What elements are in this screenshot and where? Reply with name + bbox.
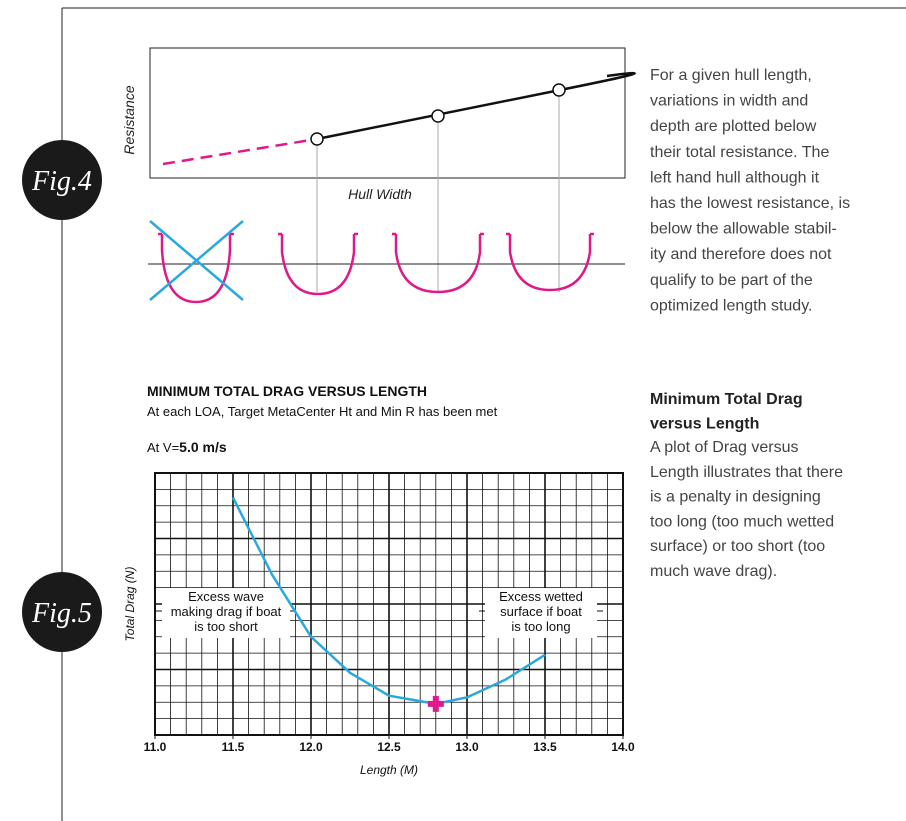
- text-line: variations in width and: [650, 93, 808, 110]
- x-tick-label: 12.0: [299, 740, 323, 754]
- y-axis-label: Total Drag (N): [123, 567, 137, 642]
- x-tick-label: 11.0: [144, 740, 167, 754]
- annotation-text: is too long: [511, 619, 570, 634]
- page: Fig.4 Fig.5 Resistance Hull Width For a …: [0, 0, 906, 821]
- text-line: optimized length study.: [650, 297, 812, 314]
- x-tick-label: 13.5: [533, 740, 557, 754]
- text-line: too long (too much wetted: [650, 513, 834, 530]
- text-line: has the lowest resistance, is: [650, 195, 850, 212]
- resistance-dashed: [163, 139, 317, 164]
- resistance-curve: [317, 73, 635, 139]
- text-line: Length illustrates that there: [650, 464, 843, 481]
- annotation-text: surface if boat: [500, 604, 582, 619]
- axis-label: Resistance: [121, 85, 137, 154]
- fig-label: Fig.5: [31, 598, 92, 629]
- text-line: below the allowable stabil-: [650, 221, 837, 238]
- x-tick-label: 14.0: [611, 740, 635, 754]
- text-line: their total resistance. The: [650, 144, 829, 161]
- x-axis-label: Length (M): [360, 763, 418, 777]
- text-line: depth are plotted below: [650, 118, 817, 135]
- chart-title: MINIMUM TOTAL DRAG VERSUS LENGTH: [147, 383, 427, 399]
- text-line: A plot of Drag versus: [650, 439, 799, 456]
- heading: Minimum Total Drag versus Length: [650, 391, 803, 433]
- text-line: surface) or too short (too: [650, 538, 825, 555]
- text-line: ity and therefore does not: [650, 246, 832, 263]
- text-line: qualify to be part of the: [650, 272, 813, 289]
- chart-subtitle: At each LOA, Target MetaCenter Ht and Mi…: [147, 404, 498, 419]
- diagram-box: [150, 48, 625, 178]
- x-tick-label: 12.5: [377, 740, 401, 754]
- speed-value: 5.0 m/s: [179, 439, 227, 455]
- paragraph: A plot of Drag versus Length illustrates …: [650, 439, 843, 580]
- text-line: For a given hull length,: [650, 67, 812, 84]
- paragraph: For a given hull length, variations in wi…: [650, 67, 850, 314]
- text-line: Minimum Total Drag: [650, 391, 803, 408]
- axis-label: Hull Width: [348, 186, 412, 202]
- speed-label: At V=5.0 m/s: [147, 439, 227, 455]
- annotation-text: Excess wave: [188, 589, 264, 604]
- fig-label: Fig.4: [31, 166, 92, 197]
- x-tick-label: 13.0: [455, 740, 479, 754]
- chart: 11.0 11.5 12.0 12.5 13.0 13.5 14.0 Excess wavem…: [144, 473, 635, 754]
- annotation-text: is too short: [194, 619, 258, 634]
- annotation-text: making drag if boat: [171, 604, 282, 619]
- annotation-text: Excess wetted: [499, 589, 583, 604]
- text-line: left hand hull although it: [650, 169, 820, 186]
- text-line: is a penalty in designing: [650, 489, 821, 506]
- hulls: [162, 234, 590, 302]
- text-line: versus Length: [650, 416, 759, 433]
- speed-prefix: At V=: [147, 440, 179, 455]
- x-tick-label: 11.5: [222, 740, 245, 754]
- text-line: much wave drag).: [650, 563, 777, 580]
